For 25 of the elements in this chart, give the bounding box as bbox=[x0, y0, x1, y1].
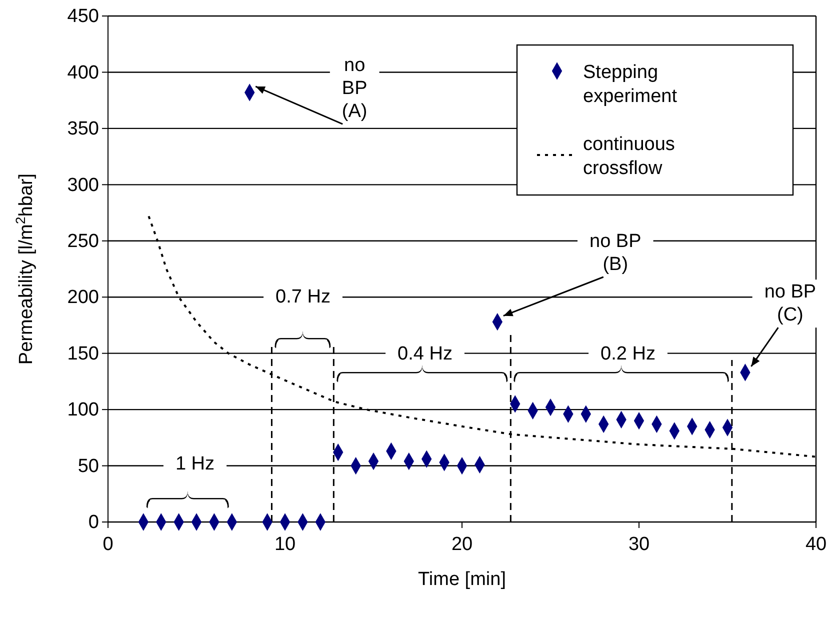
y-tick-label: 350 bbox=[67, 118, 99, 140]
y-tick-label: 200 bbox=[67, 287, 99, 308]
x-tick-label: 20 bbox=[451, 534, 473, 555]
x-tick-label: 30 bbox=[628, 534, 650, 555]
annotation: 0.7 Hz bbox=[276, 286, 330, 308]
x-tick-label: 0 bbox=[102, 534, 114, 555]
annotation: no BP (A) bbox=[342, 55, 368, 122]
annotation: 1 Hz bbox=[175, 454, 215, 475]
x-tick-label: 40 bbox=[805, 534, 827, 555]
y-tick-label: 150 bbox=[67, 343, 99, 364]
legend-label: Stepping experiment bbox=[583, 62, 678, 107]
y-tick-label: 50 bbox=[78, 456, 99, 477]
x-tick-label: 10 bbox=[274, 534, 296, 555]
annotation: 0.4 Hz bbox=[398, 344, 452, 365]
y-tick-label: 100 bbox=[67, 400, 99, 421]
x-axis-title: Time [min] bbox=[418, 569, 506, 590]
y-tick-label: 0 bbox=[88, 512, 99, 534]
y-tick-label: 400 bbox=[67, 62, 99, 84]
annotation: 0.2 Hz bbox=[600, 344, 656, 365]
y-tick-label: 450 bbox=[67, 6, 99, 28]
y-tick-label: 300 bbox=[67, 174, 99, 196]
y-tick-label: 250 bbox=[67, 230, 99, 252]
annotation: no BP (C) bbox=[764, 282, 816, 326]
annotation: no BP (B) bbox=[590, 231, 642, 275]
legend-label: continuous crossflow bbox=[583, 134, 675, 179]
